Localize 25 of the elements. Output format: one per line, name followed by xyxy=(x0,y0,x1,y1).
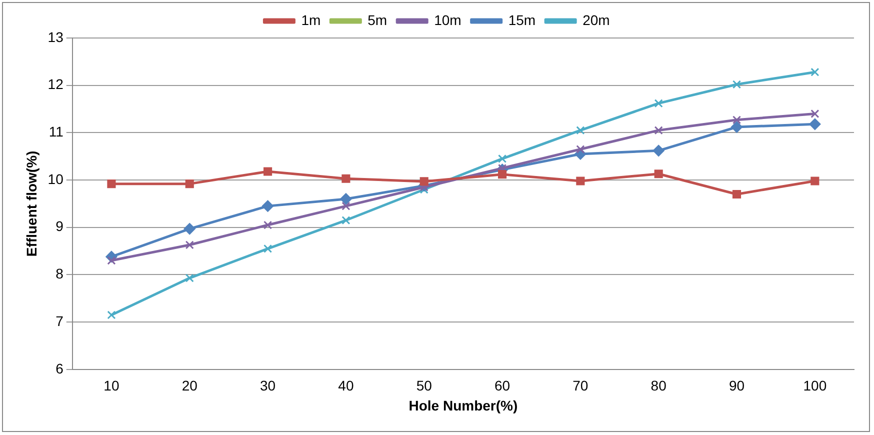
legend-label: 20m xyxy=(582,12,610,28)
x-tick-label: 10 xyxy=(104,378,120,394)
legend-label: 1m xyxy=(301,12,321,28)
y-tick-label: 13 xyxy=(48,28,64,45)
x-tick-label: 60 xyxy=(494,378,510,394)
y-axis-title: Effluent flow(%) xyxy=(23,150,40,257)
x-tick-label: 90 xyxy=(728,378,745,394)
x-tick-label: 30 xyxy=(260,378,276,394)
x-tick-label: 80 xyxy=(650,378,667,394)
y-tick-label: 6 xyxy=(56,360,64,376)
legend-label: 15m xyxy=(508,12,536,28)
y-tick-label: 8 xyxy=(56,266,64,282)
x-tick-label: 20 xyxy=(182,378,198,394)
x-tick-label: 100 xyxy=(803,378,827,394)
y-tick-label: 7 xyxy=(56,312,64,329)
y-tick-label: 11 xyxy=(48,124,64,140)
x-tick-label: 70 xyxy=(572,378,588,394)
y-tick-label: 10 xyxy=(48,170,64,187)
y-tick-label: 12 xyxy=(48,76,64,92)
legend-label: 10m xyxy=(434,12,462,28)
x-axis-title: Hole Number(%) xyxy=(408,397,518,414)
x-tick-label: 50 xyxy=(416,378,432,394)
x-tick-label: 40 xyxy=(338,378,354,394)
legend-label: 5m xyxy=(368,12,388,28)
y-tick-label: 9 xyxy=(56,218,64,234)
